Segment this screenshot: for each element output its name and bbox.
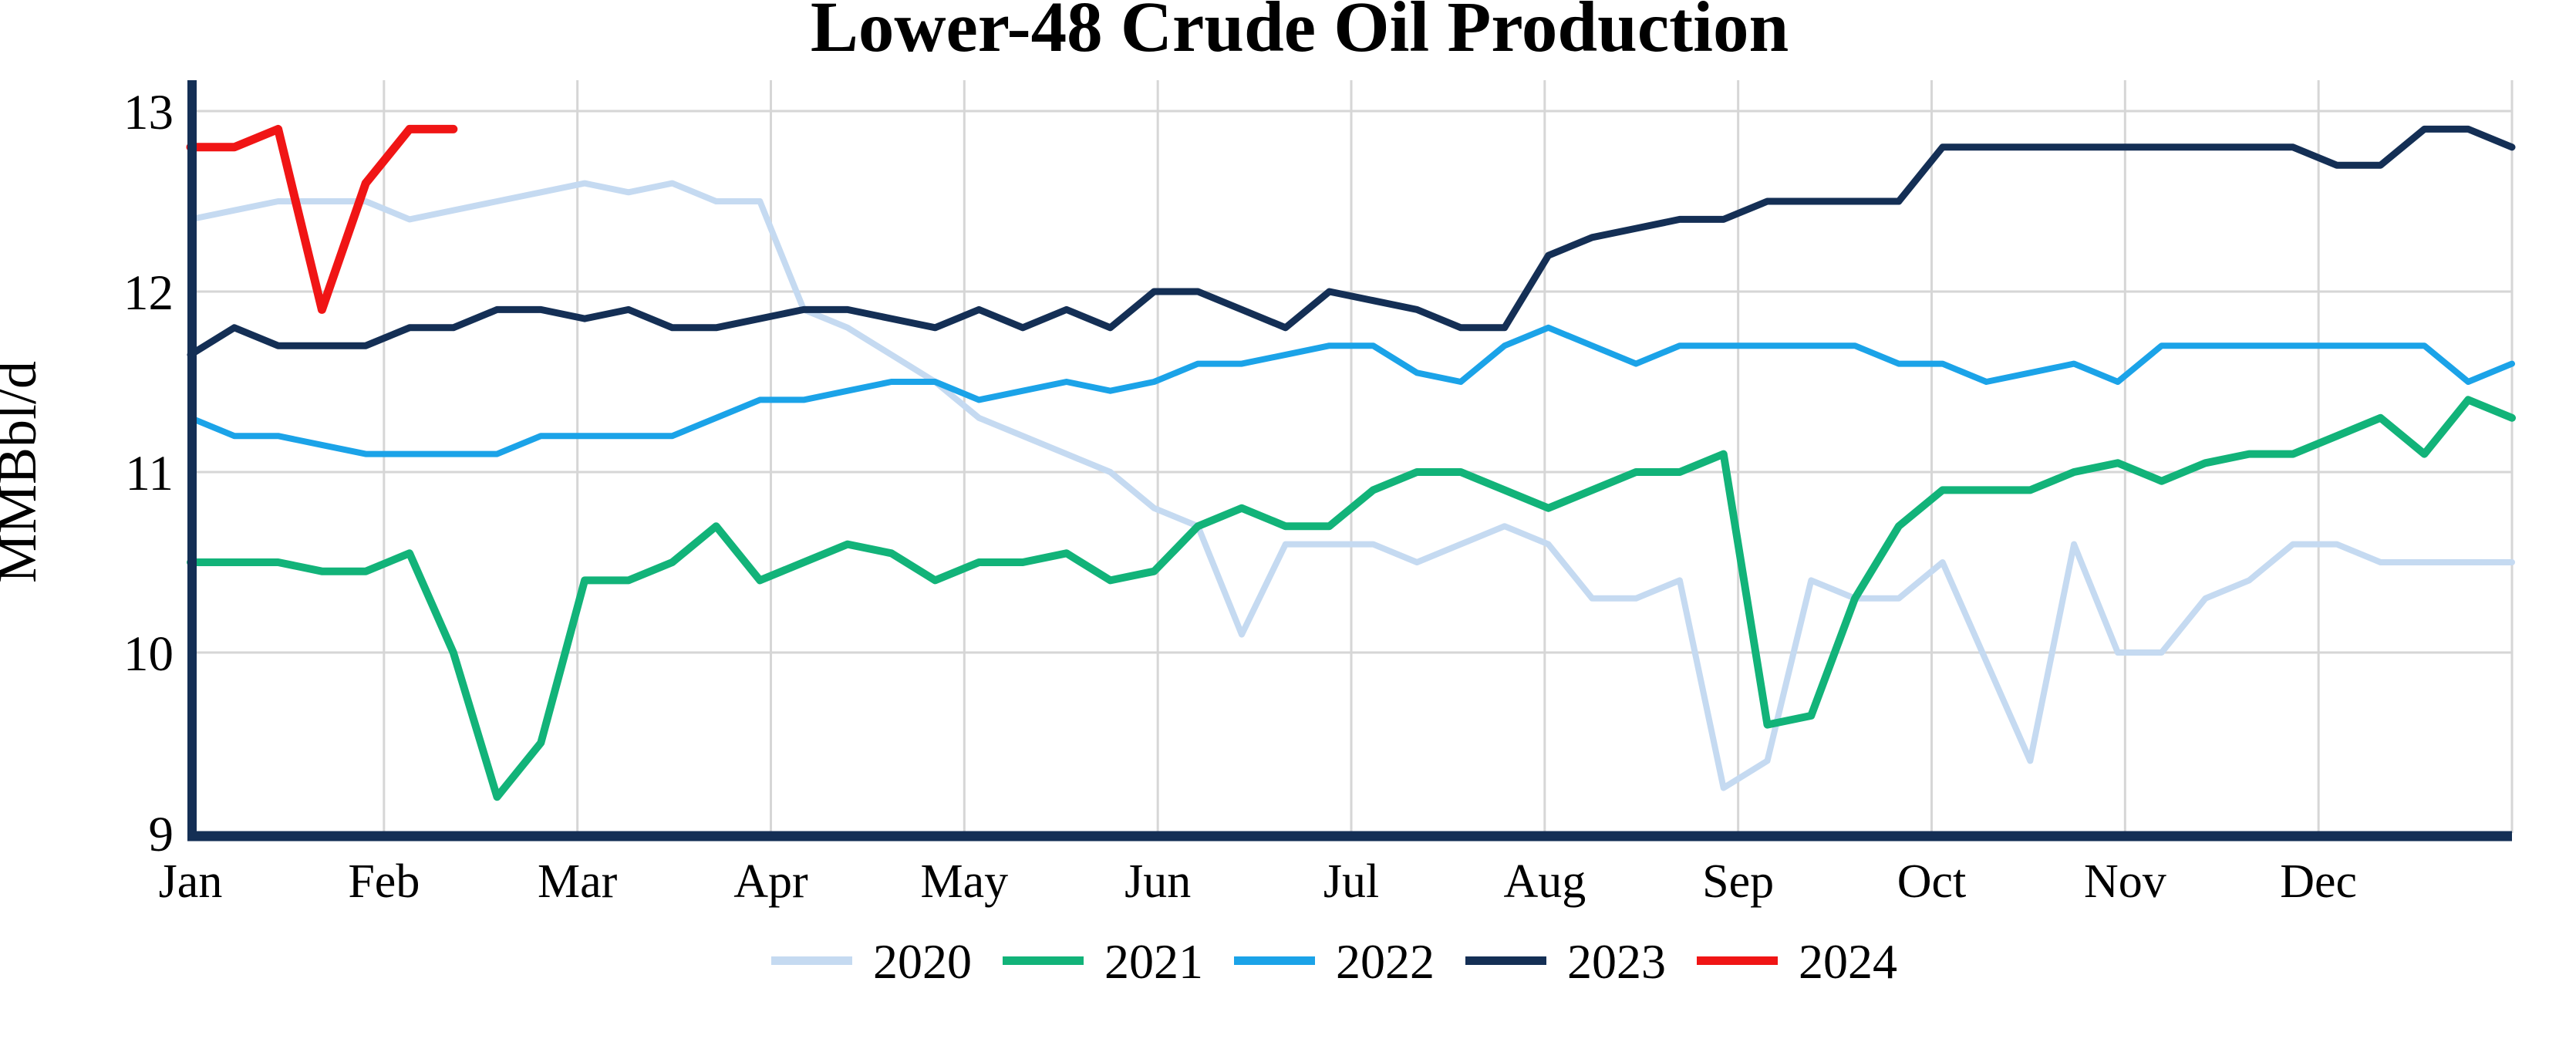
x-tick-label-Nov: Nov [2084, 855, 2166, 908]
legend-item-2023: 2023 [1465, 934, 1666, 989]
x-tick-label-Apr: Apr [733, 855, 808, 908]
y-tick-label-9: 9 [149, 807, 174, 862]
legend-swatch-2021 [1003, 956, 1084, 965]
series-line-2022 [187, 324, 2515, 457]
series-lines [186, 124, 2516, 801]
legend-item-2022: 2022 [1234, 934, 1435, 989]
series-line-2020 [187, 180, 2515, 791]
x-tick-label-Dec: Dec [2280, 855, 2357, 908]
x-axis-month-labels: Jan Feb Mar Apr May Jun Jul Aug Sep Oct Nov Dec [159, 855, 2357, 908]
legend-swatch-2024 [1697, 956, 1778, 965]
legend-item-2020: 2020 [771, 934, 972, 989]
x-tick-label-Mar: Mar [538, 855, 618, 908]
y-axis-tick-labels: 9 10 11 12 13 [123, 85, 174, 862]
legend-swatch-2023 [1465, 956, 1546, 965]
legend-label-2023: 2023 [1567, 934, 1666, 989]
series-line-2024 [186, 124, 458, 314]
legend-label-2020: 2020 [873, 934, 972, 989]
x-tick-label-Aug: Aug [1503, 855, 1586, 908]
series-line-2021 [187, 396, 2516, 801]
legend-swatch-2020 [771, 956, 852, 965]
x-tick-label-Jul: Jul [1323, 855, 1379, 908]
legend-label-2024: 2024 [1799, 934, 1897, 989]
chart-title: Lower-48 Crude Oil Production [811, 0, 1789, 67]
x-tick-label-Feb: Feb [348, 855, 420, 908]
y-tick-label-12: 12 [123, 265, 174, 321]
legend-swatch-2022 [1234, 956, 1315, 965]
legend: 2020 2021 2022 2023 2024 [771, 934, 1897, 989]
legend-label-2022: 2022 [1336, 934, 1435, 989]
y-axis-title: MMBbl/d [0, 361, 48, 583]
axes [187, 80, 2512, 842]
x-tick-label-May: May [921, 855, 1009, 908]
x-tick-label-Sep: Sep [1702, 855, 1774, 908]
y-tick-label-11: 11 [125, 446, 174, 501]
y-tick-label-13: 13 [123, 85, 174, 140]
legend-item-2024: 2024 [1697, 934, 1897, 989]
y-tick-label-10: 10 [123, 626, 174, 682]
x-tick-label-Jan: Jan [159, 855, 223, 908]
x-tick-label-Oct: Oct [1897, 855, 1967, 908]
legend-item-2021: 2021 [1003, 934, 1203, 989]
legend-label-2021: 2021 [1104, 934, 1203, 989]
x-tick-label-Jun: Jun [1124, 855, 1191, 908]
series-line-2023 [187, 125, 2516, 359]
